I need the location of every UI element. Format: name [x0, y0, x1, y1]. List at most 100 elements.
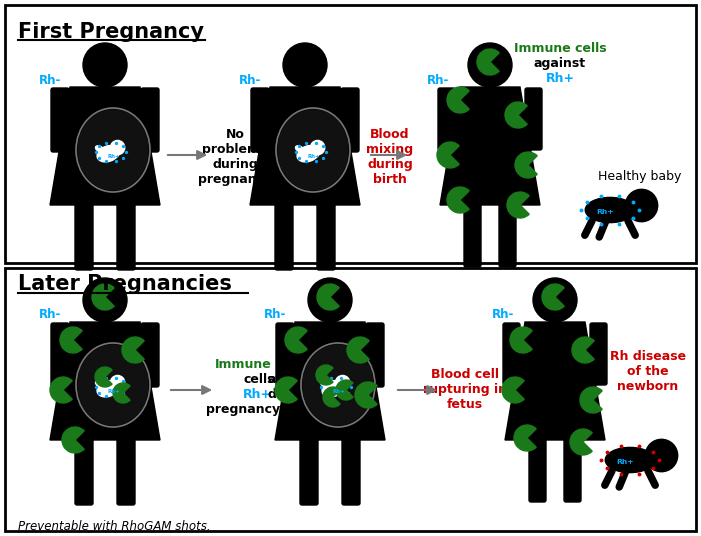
Wedge shape	[60, 327, 82, 353]
Text: Later Pregnancies: Later Pregnancies	[18, 274, 232, 294]
FancyBboxPatch shape	[499, 201, 516, 267]
Circle shape	[646, 440, 678, 472]
Text: mixing: mixing	[367, 143, 414, 156]
Wedge shape	[122, 337, 144, 363]
Wedge shape	[323, 387, 340, 407]
Text: attack: attack	[268, 373, 313, 386]
Ellipse shape	[78, 345, 148, 425]
Polygon shape	[275, 322, 385, 440]
Wedge shape	[316, 365, 333, 385]
Circle shape	[625, 189, 658, 222]
Wedge shape	[447, 87, 469, 113]
Text: Rh+: Rh+	[332, 389, 345, 394]
Wedge shape	[317, 284, 339, 310]
Polygon shape	[250, 87, 360, 205]
FancyBboxPatch shape	[117, 201, 135, 270]
Ellipse shape	[296, 146, 304, 153]
Wedge shape	[62, 427, 84, 453]
Circle shape	[111, 140, 125, 155]
FancyBboxPatch shape	[141, 88, 159, 152]
Text: Rh+: Rh+	[243, 388, 272, 401]
Polygon shape	[505, 322, 605, 440]
Polygon shape	[440, 87, 540, 205]
Wedge shape	[505, 102, 527, 128]
Text: Rh+: Rh+	[617, 459, 634, 465]
Text: Rh+: Rh+	[597, 209, 614, 215]
Text: Rh-: Rh-	[239, 73, 261, 86]
Ellipse shape	[322, 381, 344, 397]
Ellipse shape	[297, 145, 320, 162]
Ellipse shape	[97, 145, 119, 162]
Text: Preventable with RhoGAM shots.: Preventable with RhoGAM shots.	[18, 520, 210, 533]
Text: during: during	[367, 158, 413, 171]
Wedge shape	[285, 327, 307, 353]
Wedge shape	[50, 377, 72, 403]
Text: Rh-: Rh-	[492, 309, 515, 322]
Circle shape	[468, 43, 512, 87]
Wedge shape	[347, 337, 369, 363]
Text: against: against	[534, 57, 586, 70]
Text: No: No	[226, 128, 245, 141]
Circle shape	[83, 43, 127, 87]
FancyBboxPatch shape	[300, 436, 318, 505]
Text: Rh-: Rh-	[39, 73, 61, 86]
Wedge shape	[92, 284, 114, 310]
FancyBboxPatch shape	[276, 323, 294, 387]
Text: Rh+: Rh+	[107, 154, 120, 159]
FancyBboxPatch shape	[525, 88, 542, 150]
Circle shape	[336, 375, 350, 390]
Ellipse shape	[320, 381, 329, 388]
FancyBboxPatch shape	[275, 201, 293, 270]
Wedge shape	[502, 377, 524, 403]
Wedge shape	[510, 327, 532, 353]
FancyBboxPatch shape	[51, 88, 69, 152]
Text: during: during	[212, 158, 258, 171]
FancyBboxPatch shape	[75, 201, 93, 270]
Wedge shape	[113, 383, 130, 403]
Ellipse shape	[97, 381, 119, 397]
FancyBboxPatch shape	[317, 201, 335, 270]
Text: Immune: Immune	[215, 358, 271, 371]
Text: Rh+: Rh+	[107, 389, 120, 394]
FancyBboxPatch shape	[251, 88, 269, 152]
Wedge shape	[447, 187, 469, 213]
Ellipse shape	[585, 197, 634, 222]
FancyBboxPatch shape	[117, 436, 135, 505]
Text: Rh-: Rh-	[39, 309, 61, 322]
Circle shape	[283, 43, 327, 87]
Text: Rh-: Rh-	[264, 309, 286, 322]
Ellipse shape	[303, 345, 373, 425]
FancyBboxPatch shape	[438, 88, 455, 150]
Ellipse shape	[278, 110, 348, 190]
Wedge shape	[477, 49, 499, 75]
Bar	[5, 268, 696, 531]
FancyBboxPatch shape	[341, 88, 359, 152]
Wedge shape	[515, 152, 537, 178]
Wedge shape	[542, 284, 564, 310]
Wedge shape	[336, 380, 353, 400]
FancyBboxPatch shape	[503, 323, 520, 385]
Wedge shape	[507, 192, 529, 218]
Wedge shape	[355, 382, 377, 408]
FancyBboxPatch shape	[529, 436, 546, 502]
FancyBboxPatch shape	[590, 323, 607, 385]
Ellipse shape	[95, 381, 104, 388]
Text: pregnancy: pregnancy	[198, 173, 272, 186]
Circle shape	[311, 140, 325, 155]
Text: of the: of the	[627, 365, 669, 378]
Wedge shape	[514, 425, 536, 451]
Polygon shape	[50, 87, 160, 205]
FancyBboxPatch shape	[51, 323, 69, 387]
Text: Blood: Blood	[370, 128, 410, 141]
Wedge shape	[437, 142, 459, 168]
Text: fetus: fetus	[447, 398, 483, 411]
Text: Healthy baby: Healthy baby	[599, 170, 681, 183]
Ellipse shape	[95, 146, 104, 153]
FancyBboxPatch shape	[366, 323, 384, 387]
Text: birth: birth	[373, 173, 407, 186]
Text: Rh disease: Rh disease	[610, 350, 686, 363]
Wedge shape	[570, 429, 592, 455]
Wedge shape	[95, 367, 112, 387]
Text: Immune cells: Immune cells	[514, 42, 606, 55]
Wedge shape	[275, 377, 297, 403]
